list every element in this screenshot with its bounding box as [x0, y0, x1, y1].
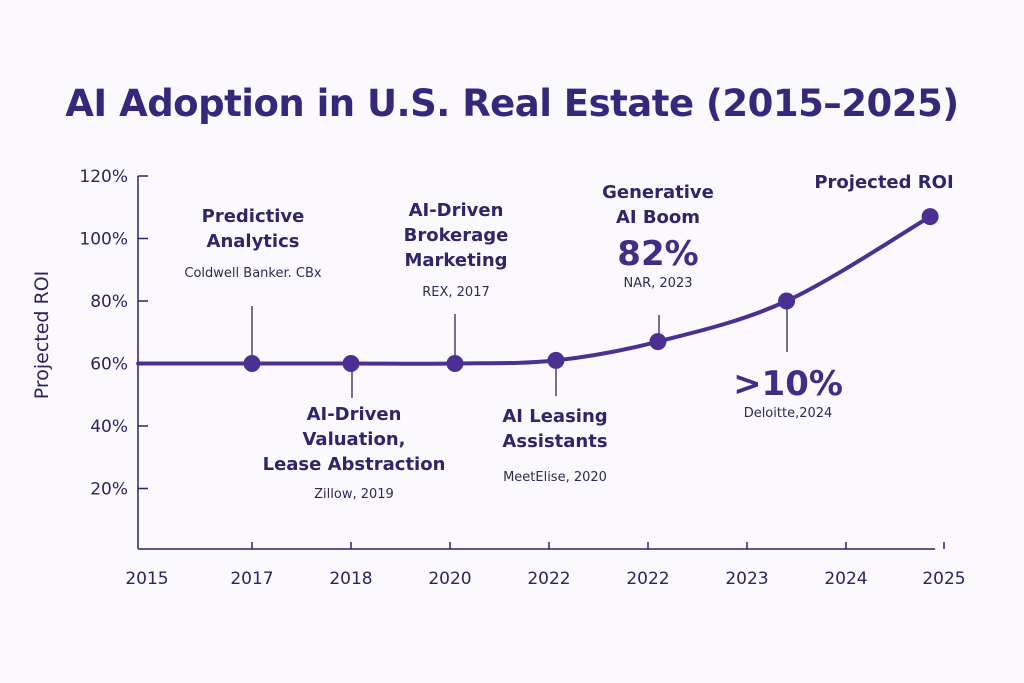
x-tick-label: 2025: [922, 569, 965, 589]
annotation-title-line: AI-Driven: [306, 404, 402, 425]
data-point: [446, 355, 464, 372]
y-tick-label: 40%: [90, 417, 128, 437]
x-tick-label: 2023: [725, 569, 768, 589]
annotation-source: Zillow, 2019: [314, 487, 394, 502]
annotation-title-line: AI-Driven: [408, 200, 504, 221]
annotation-ai-leasing-assistants: AI Leasing Assistants MeetElise, 2020: [502, 404, 607, 485]
annotation-title-line: Brokerage: [403, 225, 509, 246]
annotation-source: NAR, 2023: [623, 276, 693, 291]
y-axis-label: Projected ROI: [31, 271, 53, 400]
annotation-title-line: Generative: [602, 182, 714, 203]
annotation-title-line: Analytics: [206, 231, 300, 252]
data-point: [342, 355, 360, 372]
annotation-big-stat: >10%: [733, 364, 843, 404]
x-tick-label: 2020: [428, 569, 471, 589]
data-point: [649, 333, 667, 351]
annotation-title-line: Marketing: [404, 250, 508, 271]
annotation-generative-ai-boom: Generative AI Boom 82% NAR, 2023: [602, 180, 714, 291]
y-tick-label: 20%: [90, 480, 128, 500]
x-tick-label: 2018: [329, 569, 372, 589]
x-tick-label: 2024: [824, 569, 867, 589]
annotation-source: MeetElise, 2020: [503, 470, 607, 485]
annotation-title-line: Predictive: [201, 206, 305, 227]
annotation-title-line: AI Boom: [615, 207, 701, 228]
annotation-ai-driven-brokerage: AI-Driven Brokerage Marketing REX, 2017: [404, 198, 509, 300]
data-point: [243, 355, 261, 372]
annotation-deloitte: >10% Deloitte,2024: [733, 364, 843, 421]
annotation-source: REX, 2017: [422, 285, 490, 300]
x-tick-label: 2015: [125, 569, 168, 589]
annotation-title-line: Valuation,: [302, 429, 406, 450]
chart-title: AI Adoption in U.S. Real Estate (2015–20…: [65, 82, 959, 125]
annotation-title-line: Lease Abstraction: [262, 454, 446, 475]
y-tick-label: 120%: [79, 167, 128, 187]
annotation-ai-driven-valuation: AI-Driven Valuation, Lease Abstraction Z…: [263, 402, 446, 502]
annotation-source: Deloitte,2024: [743, 406, 833, 421]
y-tick-label: 80%: [90, 292, 128, 312]
data-point: [547, 351, 565, 369]
annotation-title-line: Assistants: [502, 431, 608, 452]
annotation-title-line: Projected ROI: [814, 172, 954, 193]
x-tick-label: 2022: [527, 569, 570, 589]
y-tick-label: 60%: [90, 355, 128, 375]
data-point: [778, 292, 796, 310]
x-tick-label: 2017: [230, 569, 273, 589]
data-point: [921, 208, 939, 226]
x-tick-label: 2022: [626, 569, 669, 589]
annotation-projected-roi: Projected ROI: [814, 170, 953, 195]
annotation-predictive-analytics: Predictive Analytics Coldwell Banker. CB…: [184, 204, 321, 281]
annotation-source: Coldwell Banker. CBx: [184, 266, 322, 281]
annotation-title-line: AI Leasing: [502, 406, 608, 427]
y-tick-label: 100%: [79, 230, 128, 250]
annotation-big-stat: 82%: [617, 234, 699, 274]
